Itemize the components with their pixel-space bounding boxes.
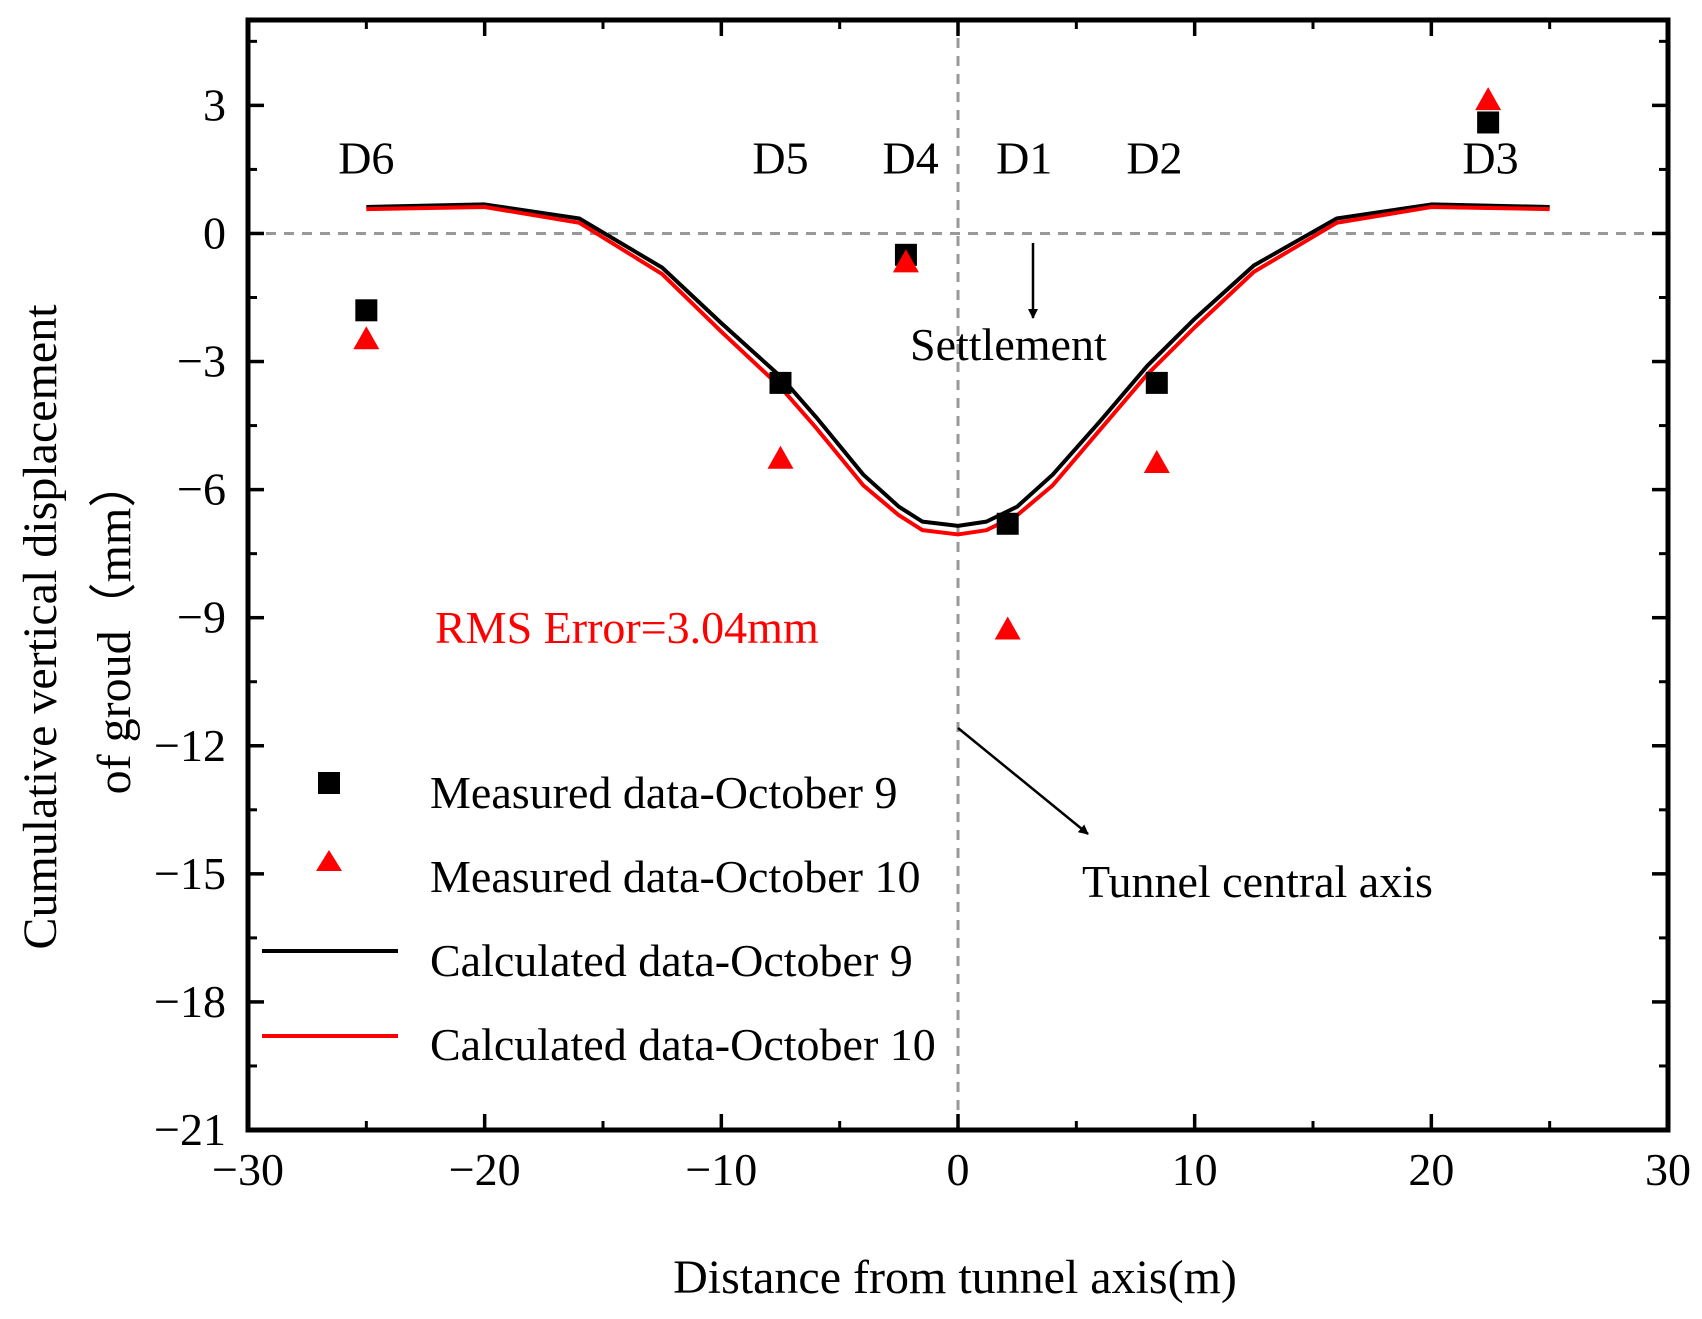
measured-point-square [769,371,792,394]
settlement-annotation: Settlement [910,319,1107,370]
legend: Measured data-October 9 Measured data-Oc… [262,767,936,1070]
x-tick-label: 30 [1645,1144,1691,1195]
annotations: Settlement RMS Error=3.04mm Tunnel centr… [435,243,1433,907]
measured-point-triangle [1475,87,1502,111]
measured-point-triangle [994,616,1021,640]
y-tick-label: 0 [203,207,226,258]
rms-error-annotation: RMS Error=3.04mm [435,602,819,653]
x-tick-label: 0 [947,1144,970,1195]
y-axis-title-line2: of groud（mm） [88,460,141,795]
x-tick-label: 20 [1408,1144,1454,1195]
point-label: D6 [338,133,394,184]
legend-marker-measured-oct10 [316,850,342,871]
series-layer [353,87,1550,640]
measured-point-square [355,299,378,322]
x-tick-label: 10 [1172,1144,1218,1195]
y-tick-label: −18 [154,976,226,1027]
tunnel-axis-arrow [957,727,1089,835]
measured-point-triangle [767,445,794,469]
measured-point-square [1477,111,1500,134]
point-label: D1 [996,133,1052,184]
legend-marker-measured-oct9 [318,772,340,794]
x-axis-title: Distance from tunnel axis(m) [673,1251,1237,1304]
y-tick-label: −3 [177,336,226,387]
point-label: D5 [752,133,808,184]
y-tick-label: −9 [177,592,226,643]
legend-label-measured-oct9: Measured data-October 9 [430,767,897,818]
tunnel-axis-annotation: Tunnel central axis [1082,856,1433,907]
measured-point-triangle [353,326,380,350]
x-tick-label: −10 [685,1144,757,1195]
y-tick-label: −12 [154,720,226,771]
y-tick-label: −15 [154,848,226,899]
point-label: D4 [883,133,939,184]
measured-point-square [996,512,1019,535]
measured-point-square [1145,371,1168,394]
point-label: D2 [1126,133,1182,184]
y-tick-label: 3 [203,79,226,130]
y-tick-label: −6 [177,464,226,515]
calculated-line-series-2 [366,202,1550,528]
legend-label-calculated-oct10: Calculated data-October 10 [430,1019,936,1070]
x-tick-label: −30 [212,1144,284,1195]
calculated-line-series-3 [366,204,1550,537]
legend-label-calculated-oct9: Calculated data-October 9 [430,935,913,986]
measured-point-triangle [892,249,919,273]
point-labels: D6 D5 D4 D1 D2 D3 [338,133,1518,184]
y-axis-title-line1: Cumulative vertical displacement [14,304,67,950]
y-tick-label: −21 [154,1104,226,1155]
measured-point-triangle [1143,450,1170,473]
x-tick-label: −20 [449,1144,521,1195]
reference-lines [248,20,1668,1130]
point-label: D3 [1462,133,1518,184]
legend-label-measured-oct10: Measured data-October 10 [430,851,920,902]
